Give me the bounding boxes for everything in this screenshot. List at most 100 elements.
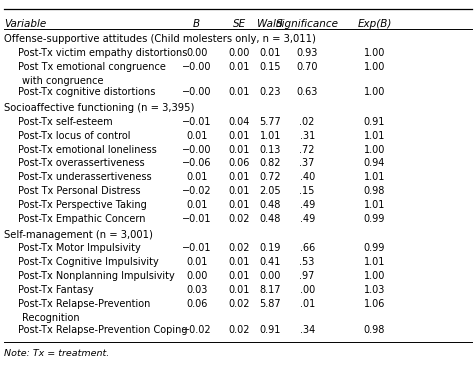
Text: 1.00: 1.00: [364, 144, 385, 155]
Text: 0.04: 0.04: [228, 117, 250, 127]
Text: Recognition: Recognition: [22, 313, 80, 323]
Text: Socioaffective functioning (n = 3,395): Socioaffective functioning (n = 3,395): [4, 103, 194, 113]
Text: Exp(B): Exp(B): [357, 19, 392, 29]
Text: .49: .49: [300, 200, 315, 210]
Text: 0.01: 0.01: [228, 87, 250, 97]
Text: Post-Tx self-esteem: Post-Tx self-esteem: [18, 117, 113, 127]
Text: 1.01: 1.01: [364, 200, 385, 210]
Text: B: B: [193, 19, 201, 29]
Text: 0.48: 0.48: [259, 200, 281, 210]
Text: −0.00: −0.00: [182, 87, 211, 97]
Text: 0.82: 0.82: [259, 158, 281, 168]
Text: 0.70: 0.70: [296, 62, 318, 72]
Text: 1.01: 1.01: [364, 130, 385, 141]
Text: .31: .31: [300, 130, 315, 141]
Text: 0.15: 0.15: [259, 62, 281, 72]
Text: Significance: Significance: [276, 19, 338, 29]
Text: 0.01: 0.01: [228, 172, 250, 182]
Text: −0.02: −0.02: [182, 325, 211, 335]
Text: Offense-supportive attitudes (Child molesters only, n = 3,011): Offense-supportive attitudes (Child mole…: [4, 34, 316, 44]
Text: 0.01: 0.01: [228, 257, 250, 267]
Text: 0.01: 0.01: [228, 144, 250, 155]
Text: 0.91: 0.91: [364, 117, 385, 127]
Text: 0.03: 0.03: [186, 285, 208, 295]
Text: Post-Tx Nonplanning Impulsivity: Post-Tx Nonplanning Impulsivity: [18, 271, 175, 281]
Text: 0.00: 0.00: [186, 48, 208, 58]
Text: 0.99: 0.99: [364, 243, 385, 253]
Text: Post-Tx overassertiveness: Post-Tx overassertiveness: [18, 158, 145, 168]
Text: 0.01: 0.01: [186, 130, 208, 141]
Text: Post-Tx Empathic Concern: Post-Tx Empathic Concern: [18, 214, 146, 224]
Text: 0.94: 0.94: [364, 158, 385, 168]
Text: 0.01: 0.01: [228, 285, 250, 295]
Text: 0.02: 0.02: [228, 214, 250, 224]
Text: Post-Tx locus of control: Post-Tx locus of control: [18, 130, 130, 141]
Text: −0.01: −0.01: [182, 214, 211, 224]
Text: 0.48: 0.48: [259, 214, 281, 224]
Text: 0.41: 0.41: [259, 257, 281, 267]
Text: Post-Tx Motor Impulsivity: Post-Tx Motor Impulsivity: [18, 243, 141, 253]
Text: 1.01: 1.01: [364, 257, 385, 267]
Text: 0.01: 0.01: [228, 186, 250, 196]
Text: .00: .00: [300, 285, 315, 295]
Text: 1.00: 1.00: [364, 87, 385, 97]
Text: SE: SE: [233, 19, 246, 29]
Text: 0.93: 0.93: [296, 48, 318, 58]
Text: 0.02: 0.02: [228, 325, 250, 335]
Text: .97: .97: [300, 271, 315, 281]
Text: 0.01: 0.01: [228, 130, 250, 141]
Text: Post-Tx emotional loneliness: Post-Tx emotional loneliness: [18, 144, 157, 155]
Text: 0.00: 0.00: [259, 271, 281, 281]
Text: 2.05: 2.05: [259, 186, 281, 196]
Text: 0.72: 0.72: [259, 172, 281, 182]
Text: 0.01: 0.01: [186, 200, 208, 210]
Text: −0.00: −0.00: [182, 62, 211, 72]
Text: Post-Tx victim empathy distortions: Post-Tx victim empathy distortions: [18, 48, 187, 58]
Text: Self-management (n = 3,001): Self-management (n = 3,001): [4, 229, 153, 240]
Text: 0.01: 0.01: [228, 62, 250, 72]
Text: −0.01: −0.01: [182, 117, 211, 127]
Text: .02: .02: [300, 117, 315, 127]
Text: −0.01: −0.01: [182, 243, 211, 253]
Text: 8.17: 8.17: [259, 285, 281, 295]
Text: .01: .01: [300, 299, 315, 309]
Text: 0.98: 0.98: [364, 186, 385, 196]
Text: 0.01: 0.01: [186, 172, 208, 182]
Text: 1.01: 1.01: [259, 130, 281, 141]
Text: 0.01: 0.01: [186, 257, 208, 267]
Text: 0.02: 0.02: [228, 299, 250, 309]
Text: 0.01: 0.01: [228, 271, 250, 281]
Text: 1.01: 1.01: [364, 172, 385, 182]
Text: Post-Tx underassertiveness: Post-Tx underassertiveness: [18, 172, 152, 182]
Text: 0.23: 0.23: [259, 87, 281, 97]
Text: 0.01: 0.01: [259, 48, 281, 58]
Text: .37: .37: [300, 158, 315, 168]
Text: .15: .15: [300, 186, 315, 196]
Text: 1.00: 1.00: [364, 62, 385, 72]
Text: Note: Tx = treatment.: Note: Tx = treatment.: [4, 349, 109, 358]
Text: .34: .34: [300, 325, 315, 335]
Text: Post-Tx Relapse-Prevention Coping: Post-Tx Relapse-Prevention Coping: [18, 325, 188, 335]
Text: 0.02: 0.02: [228, 243, 250, 253]
Text: −0.06: −0.06: [182, 158, 211, 168]
Text: −0.02: −0.02: [182, 186, 211, 196]
Text: 1.03: 1.03: [364, 285, 385, 295]
Text: 1.00: 1.00: [364, 271, 385, 281]
Text: Post-Tx Fantasy: Post-Tx Fantasy: [18, 285, 94, 295]
Text: Variable: Variable: [4, 19, 46, 29]
Text: with congruence: with congruence: [22, 76, 103, 86]
Text: 0.13: 0.13: [259, 144, 281, 155]
Text: .72: .72: [300, 144, 315, 155]
Text: 0.99: 0.99: [364, 214, 385, 224]
Text: Post Tx emotional congruence: Post Tx emotional congruence: [18, 62, 166, 72]
Text: 0.98: 0.98: [364, 325, 385, 335]
Text: .49: .49: [300, 214, 315, 224]
Text: 1.06: 1.06: [364, 299, 385, 309]
Text: 0.06: 0.06: [186, 299, 208, 309]
Text: Post Tx Personal Distress: Post Tx Personal Distress: [18, 186, 140, 196]
Text: Post-Tx cognitive distortions: Post-Tx cognitive distortions: [18, 87, 155, 97]
Text: .66: .66: [300, 243, 315, 253]
Text: Post-Tx Relapse-Prevention: Post-Tx Relapse-Prevention: [18, 299, 150, 309]
Text: 5.77: 5.77: [259, 117, 281, 127]
Text: .40: .40: [300, 172, 315, 182]
